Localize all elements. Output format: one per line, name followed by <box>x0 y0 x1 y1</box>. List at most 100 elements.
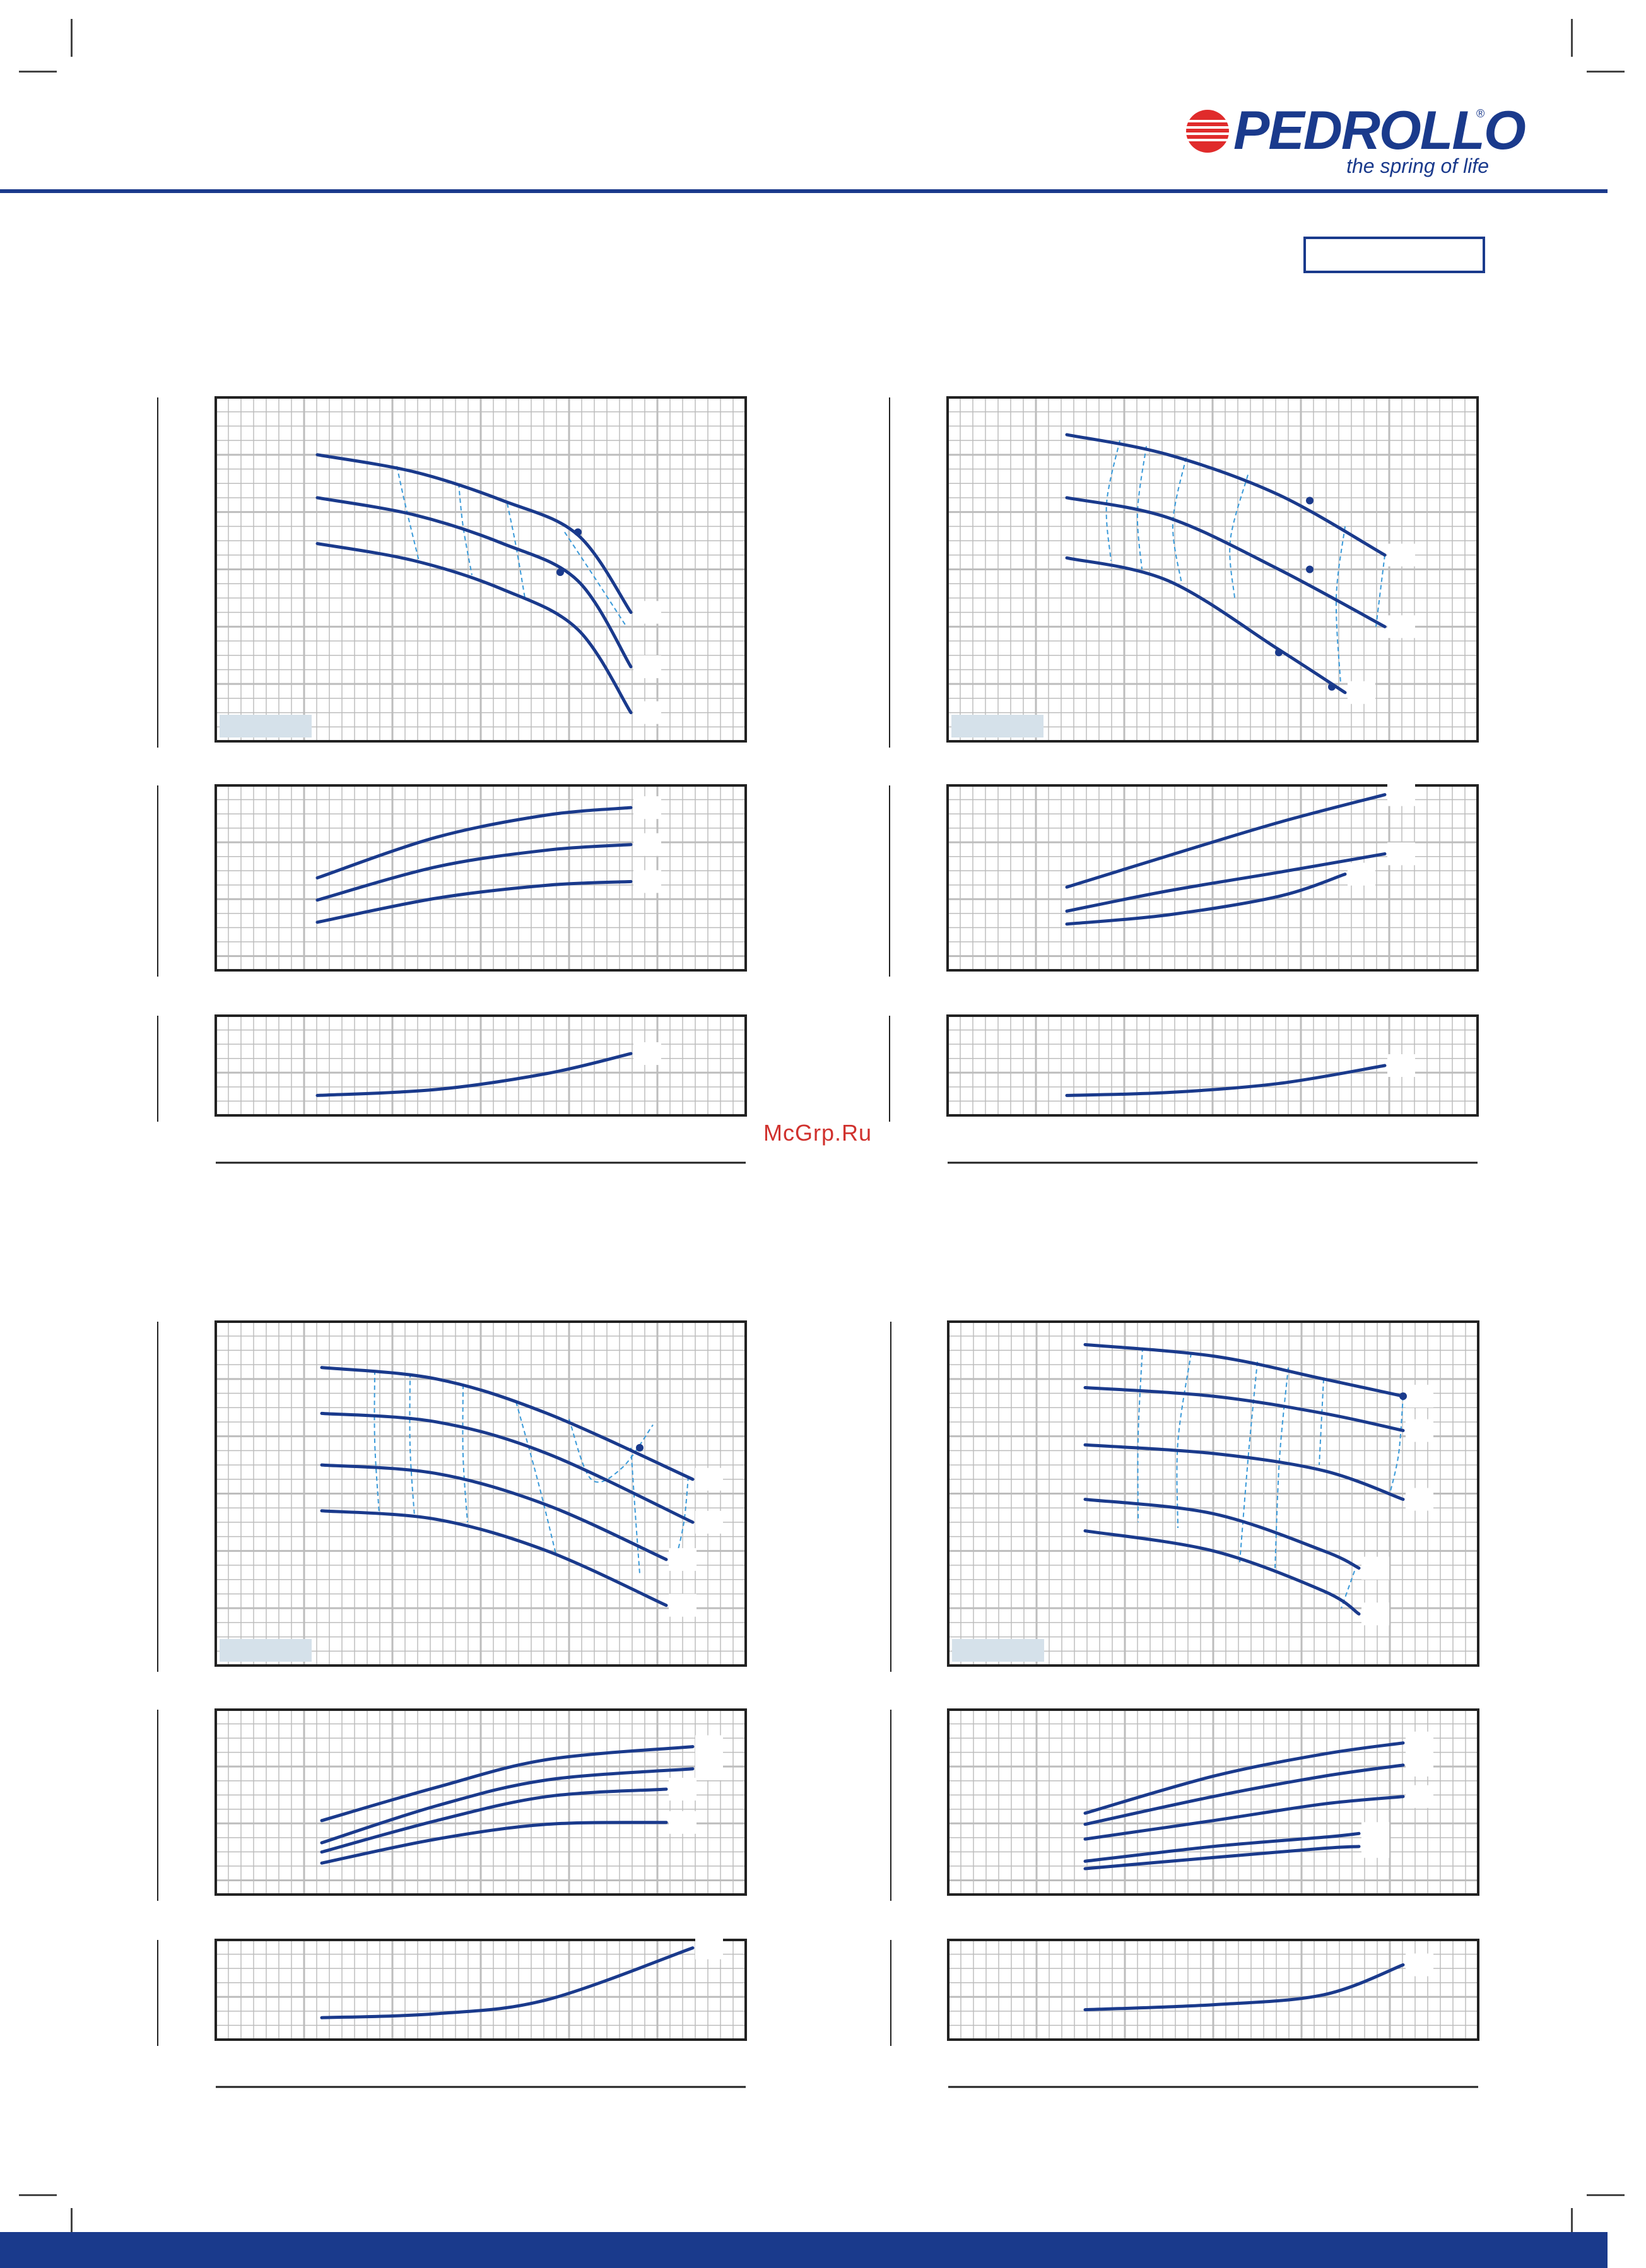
curve-end-label-patch <box>1406 1385 1433 1408</box>
efficiency-dashed-line <box>1274 1367 1289 1568</box>
watermark: McGrp.Ru <box>763 1120 873 1146</box>
curve-end-label-patch <box>669 1548 697 1571</box>
curve-end-label-patch <box>633 655 661 678</box>
npsh-grid <box>216 1940 746 2040</box>
footer-band <box>0 2232 1608 2268</box>
registered-mark: ® <box>1476 107 1485 120</box>
curve-end-label-patch <box>1406 1488 1433 1511</box>
head-curve-3 <box>1083 1443 1405 1501</box>
efficiency-dashed-line <box>1341 1570 1355 1609</box>
brand-name: PEDROLLO <box>1233 100 1526 161</box>
crop-mark <box>71 19 73 57</box>
npsh-frame <box>215 1014 747 1117</box>
crop-mark <box>19 71 57 73</box>
crop-mark <box>1587 71 1625 73</box>
crop-mark <box>19 2194 57 2196</box>
curve-end-label-patch <box>695 1735 723 1758</box>
efficiency-dashed-line <box>462 1384 468 1522</box>
head-curve-2 <box>1083 1385 1405 1433</box>
power-curve-2 <box>1083 1763 1405 1826</box>
curve-end-label-patch <box>1406 1419 1433 1442</box>
power-curve-2 <box>1065 852 1387 913</box>
label-tag <box>952 1639 1044 1662</box>
pump-chart-svg <box>157 1320 747 2088</box>
efficiency-dashed-line <box>1375 555 1385 627</box>
curve-end-label-patch <box>1361 1602 1389 1626</box>
curve-end-label-patch <box>1387 783 1415 806</box>
duty-point <box>1306 496 1314 505</box>
label-tag <box>951 715 1043 737</box>
crop-mark <box>71 2208 73 2246</box>
npsh-curve-1 <box>1065 1064 1387 1097</box>
power-frame <box>947 1708 1479 1896</box>
crop-mark <box>1571 2208 1573 2246</box>
power-curve-4 <box>1083 1831 1361 1863</box>
brand-tagline: the spring of life <box>1346 155 1489 177</box>
efficiency-dashed-line <box>409 1373 415 1517</box>
head-curve-1 <box>1083 1343 1405 1398</box>
header-rule <box>0 189 1608 193</box>
power-frame <box>946 784 1479 972</box>
npsh-curve-1 <box>1083 1963 1405 2012</box>
head-grid <box>948 1322 1478 1666</box>
curve-end-label-patch <box>1361 1835 1389 1858</box>
head-curve-1 <box>315 453 633 614</box>
npsh-grid <box>216 1016 746 1115</box>
head-curve-3 <box>315 542 633 715</box>
efficiency-dashed-line <box>507 503 526 599</box>
efficiency-dashed-line <box>1137 1347 1143 1522</box>
power-curve-1 <box>1065 793 1387 889</box>
curve-end-label-patch <box>1387 842 1415 866</box>
efficiency-dashed-line <box>1239 1361 1258 1563</box>
npsh-frame <box>215 1939 747 2041</box>
npsh-grid <box>948 1016 1478 1115</box>
pump-chart-svg <box>157 396 747 1164</box>
label-tag <box>220 1639 312 1662</box>
efficiency-dashed-line <box>1136 446 1147 570</box>
efficiency-dashed-line <box>458 483 473 575</box>
label-tag <box>220 715 312 737</box>
curve-end-label-patch <box>633 601 661 624</box>
curve-end-label-patch <box>669 1594 697 1617</box>
head-curve-5 <box>1083 1529 1361 1616</box>
pedrollo-logo-icon <box>1186 110 1229 153</box>
curve-end-label-patch <box>1361 1556 1389 1580</box>
head-grid <box>216 397 746 741</box>
duty-point <box>1306 565 1314 573</box>
head-curve-2 <box>320 1411 695 1524</box>
efficiency-dashed-line <box>396 466 420 561</box>
power-curve-5 <box>1083 1845 1361 1871</box>
pump-curve-block-top-right <box>0 379 1646 1173</box>
head-frame <box>215 1320 747 1667</box>
power-curve-3 <box>1065 873 1347 926</box>
curve-end-label-patch <box>695 1936 723 1960</box>
efficiency-dashed-line <box>1229 474 1249 598</box>
curve-end-label-patch <box>1387 615 1415 638</box>
npsh-frame <box>947 1939 1479 2041</box>
curve-end-label-patch <box>1387 1054 1415 1077</box>
efficiency-dashed-line <box>1335 526 1346 685</box>
head-curve-3 <box>320 1463 668 1561</box>
power-curve-3 <box>1083 1795 1405 1841</box>
curve-end-label-patch <box>695 1467 723 1491</box>
duty-point <box>574 528 582 536</box>
head-grid <box>216 1322 746 1666</box>
head-frame <box>946 396 1479 743</box>
power-frame <box>215 784 747 972</box>
pump-curve-block-top-left <box>0 379 820 1173</box>
head-curve-3 <box>1065 556 1347 695</box>
power-grid <box>948 1710 1478 1895</box>
power-curve-3 <box>320 1787 668 1854</box>
model-box <box>1303 237 1485 273</box>
head-curve-4 <box>1083 1498 1361 1570</box>
head-curve-2 <box>315 496 633 669</box>
duty-point <box>556 568 564 577</box>
pump-chart-svg <box>889 396 1479 1164</box>
curve-end-label-patch <box>695 1757 723 1780</box>
head-frame <box>947 1320 1479 1667</box>
pump-curve-block-bottom-right <box>0 1303 1646 2098</box>
crop-mark <box>1587 2194 1625 2196</box>
duty-point <box>1399 1392 1407 1401</box>
efficiency-dashed-line <box>515 1401 556 1554</box>
efficiency-dashed-line <box>1105 440 1120 561</box>
